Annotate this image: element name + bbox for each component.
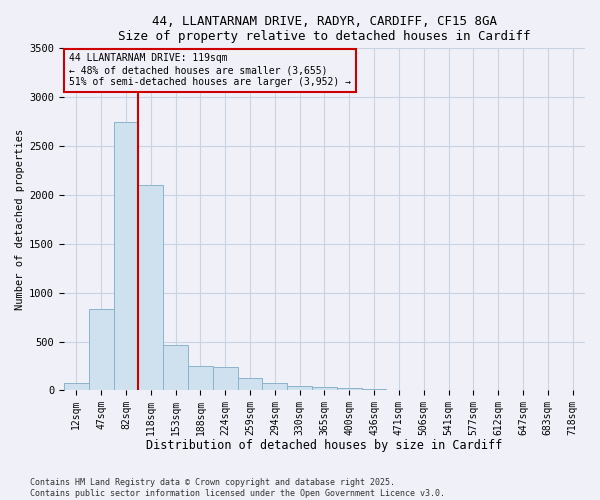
Text: 44 LLANTARNAM DRIVE: 119sqm
← 48% of detached houses are smaller (3,655)
51% of : 44 LLANTARNAM DRIVE: 119sqm ← 48% of det…	[69, 54, 351, 86]
X-axis label: Distribution of detached houses by size in Cardiff: Distribution of detached houses by size …	[146, 440, 503, 452]
Bar	[113, 122, 139, 390]
Y-axis label: Number of detached properties: Number of detached properties	[15, 128, 25, 310]
Bar	[89, 310, 113, 390]
Bar	[262, 382, 287, 390]
Bar	[287, 386, 312, 390]
Bar	[64, 382, 89, 390]
Bar	[238, 378, 262, 390]
Bar	[337, 388, 362, 390]
Bar	[188, 366, 213, 390]
Bar	[139, 185, 163, 390]
Bar	[163, 346, 188, 391]
Bar	[312, 388, 337, 390]
Bar	[213, 367, 238, 390]
Title: 44, LLANTARNAM DRIVE, RADYR, CARDIFF, CF15 8GA
Size of property relative to deta: 44, LLANTARNAM DRIVE, RADYR, CARDIFF, CF…	[118, 15, 530, 43]
Text: Contains HM Land Registry data © Crown copyright and database right 2025.
Contai: Contains HM Land Registry data © Crown c…	[30, 478, 445, 498]
